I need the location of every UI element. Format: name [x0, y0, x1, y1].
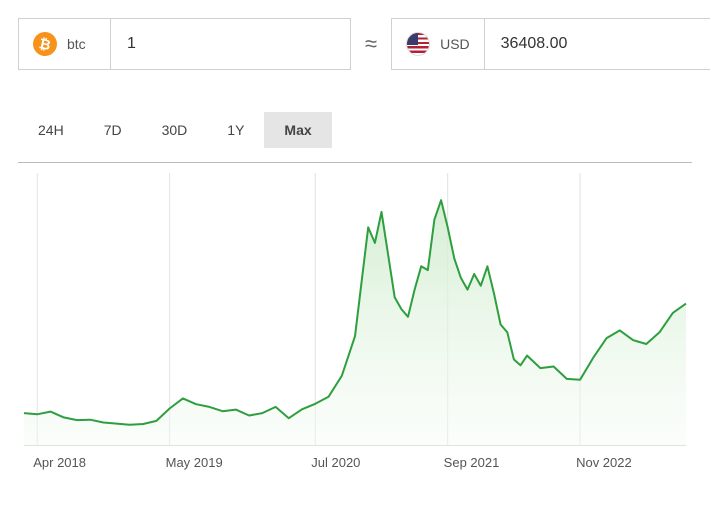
x-axis-label: May 2019: [166, 455, 223, 470]
price-chart: Apr 2018 May 2019 Jul 2020 Sep 2021 Nov 2022: [18, 169, 692, 475]
x-axis-labels: Apr 2018 May 2019 Jul 2020 Sep 2021 Nov 2022: [18, 455, 692, 475]
to-amount-input[interactable]: [485, 19, 710, 69]
timerange-1y[interactable]: 1Y: [207, 112, 264, 148]
timerange-max[interactable]: Max: [264, 112, 331, 148]
from-currency-code: btc: [67, 36, 86, 52]
approx-symbol: ≈: [365, 31, 377, 57]
x-axis-label: Sep 2021: [444, 455, 500, 470]
chart-divider: [18, 162, 692, 163]
timerange-24h[interactable]: 24H: [18, 112, 84, 148]
x-axis-label: Jul 2020: [311, 455, 360, 470]
bitcoin-icon: ₿: [31, 30, 59, 58]
to-currency-select[interactable]: USD: [392, 19, 485, 69]
to-currency-code: USD: [440, 36, 470, 52]
from-currency-select[interactable]: ₿ btc: [19, 19, 111, 69]
currency-converter: ₿ btc ≈ USD: [18, 18, 692, 70]
x-axis-label: Apr 2018: [33, 455, 86, 470]
area-chart-svg: [18, 169, 692, 449]
usd-flag-icon: [406, 32, 430, 56]
time-range-selector: 24H7D30D1YMax: [18, 112, 692, 148]
timerange-7d[interactable]: 7D: [84, 112, 142, 148]
to-currency-box: USD: [391, 18, 710, 70]
x-axis-label: Nov 2022: [576, 455, 632, 470]
from-amount-input[interactable]: [111, 19, 350, 69]
from-currency-box: ₿ btc: [18, 18, 351, 70]
timerange-30d[interactable]: 30D: [142, 112, 208, 148]
